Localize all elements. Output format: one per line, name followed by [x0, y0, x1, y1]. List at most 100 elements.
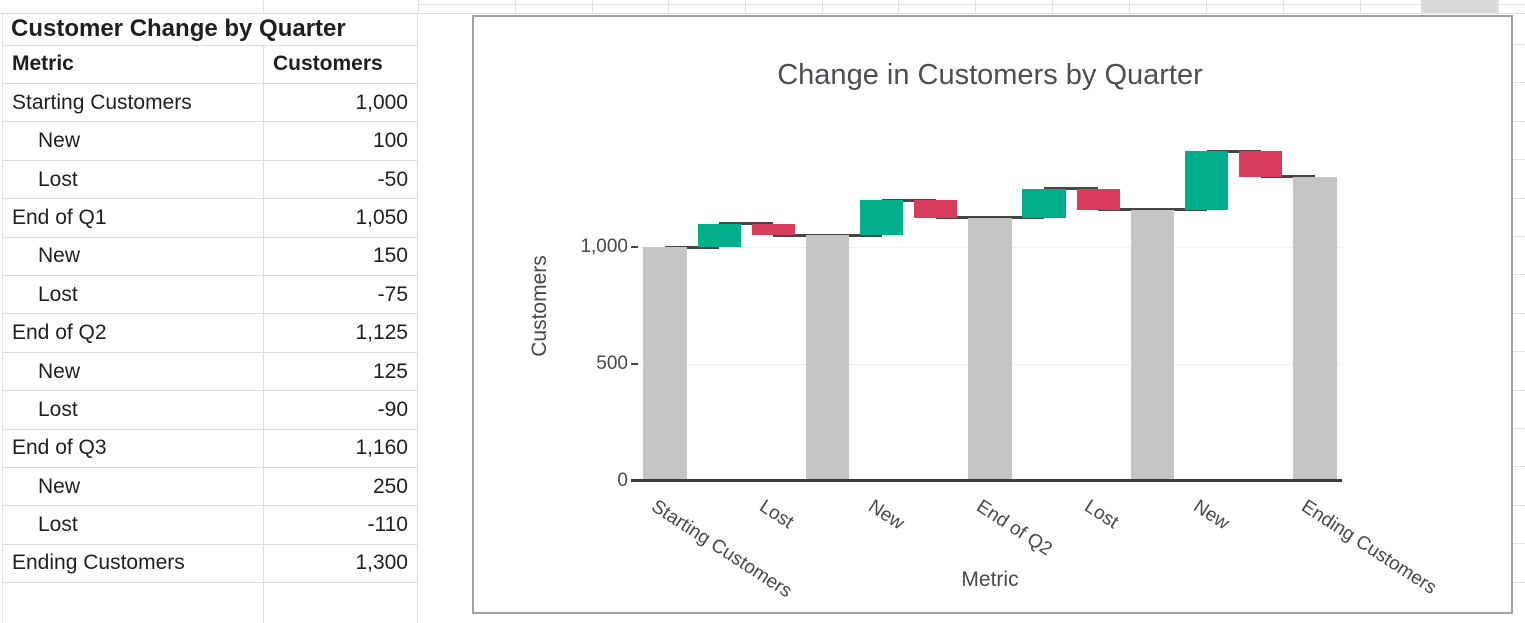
waterfall-connector: [1098, 208, 1153, 212]
column-header-metric[interactable]: Metric: [3, 45, 264, 84]
cell-value[interactable]: 1,050: [355, 205, 408, 229]
data-table: Customer Change by Quarter Metric Custom…: [2, 13, 418, 623]
y-tick-label: 0: [617, 470, 628, 491]
waterfall-bar-decrease[interactable]: [751, 223, 796, 236]
waterfall-bar-total[interactable]: [968, 217, 1012, 481]
cell-value[interactable]: -110: [367, 513, 408, 537]
table-row: Lost -75: [3, 276, 418, 315]
sheet-row-line: [0, 13, 1525, 14]
sheet-column-line: [822, 0, 823, 14]
waterfall-connector: [935, 216, 990, 220]
cell-metric[interactable]: End of Q3: [3, 429, 264, 467]
cell-value[interactable]: -50: [377, 167, 408, 191]
cell-metric[interactable]: Lost: [3, 506, 264, 544]
waterfall-bar-total[interactable]: [1293, 176, 1337, 481]
x-tick-label: End of Q2: [972, 496, 1056, 561]
sheet-row-line: [1513, 274, 1525, 276]
y-tick-mark: [631, 363, 638, 365]
cell-metric[interactable]: Starting Customers: [3, 84, 264, 122]
sheet-column-line: [668, 0, 669, 14]
waterfall-bar-decrease[interactable]: [914, 200, 958, 218]
waterfall-connector: [827, 233, 882, 237]
waterfall-bar-increase[interactable]: [860, 200, 904, 236]
waterfall-connector: [1152, 208, 1207, 212]
table-row: Lost -90: [3, 391, 418, 430]
table-row: End of Q3 1,160: [3, 429, 418, 468]
cell-value[interactable]: 1,300: [355, 551, 408, 575]
empty-row[interactable]: [3, 583, 418, 623]
sheet-column-line: [1206, 0, 1207, 14]
cell-value[interactable]: 1,125: [355, 321, 408, 345]
sheet-row-line: [1513, 351, 1525, 353]
cell-value[interactable]: 100: [372, 129, 408, 153]
sheet-column-line: [898, 0, 899, 14]
sheet-row-line: [1513, 120, 1525, 122]
x-axis-title: Metric: [961, 568, 1019, 591]
sheet-row-line: [418, 3, 1525, 5]
waterfall-bar-decrease[interactable]: [1239, 151, 1283, 177]
sheet-column-line: [975, 0, 976, 14]
cell-value[interactable]: 1,160: [355, 436, 408, 460]
y-tick-label: 1,000: [580, 236, 628, 257]
table-row: New 100: [3, 122, 418, 161]
cell-metric[interactable]: Ending Customers: [3, 544, 264, 583]
table-title: Customer Change by Quarter: [11, 15, 346, 43]
cell-value[interactable]: 1,000: [355, 90, 408, 114]
waterfall-connector: [881, 198, 936, 202]
cell-metric[interactable]: Lost: [3, 160, 264, 199]
sheet-column-line: [1129, 0, 1130, 14]
table-title-row[interactable]: Customer Change by Quarter: [3, 14, 418, 46]
waterfall-connector: [990, 216, 1045, 220]
table-header-row[interactable]: Metric Customers: [3, 45, 418, 85]
table-row: New 150: [3, 237, 418, 277]
chart-title: Change in Customers by Quarter: [777, 59, 1203, 91]
waterfall-bar-increase[interactable]: [1184, 151, 1229, 210]
cell-value[interactable]: -90: [377, 397, 408, 421]
cell-value[interactable]: -75: [377, 282, 408, 306]
empty-cell[interactable]: [3, 583, 264, 623]
cell-metric[interactable]: New: [3, 122, 264, 160]
waterfall-bar-total[interactable]: [1130, 209, 1175, 481]
waterfall-bar-total[interactable]: [643, 247, 687, 481]
cell-metric[interactable]: End of Q1: [3, 199, 264, 237]
cell-value[interactable]: 250: [372, 474, 408, 498]
waterfall-bar-total[interactable]: [805, 235, 850, 481]
sheet-row-line: [1513, 543, 1525, 545]
waterfall-bar-increase[interactable]: [1022, 188, 1066, 218]
cell-value[interactable]: 150: [372, 244, 408, 268]
x-tick-label: Lost: [1080, 496, 1123, 534]
sheet-row-line: [1513, 581, 1525, 583]
table-row: Lost -50: [3, 160, 418, 200]
sheet-row-line: [1513, 44, 1525, 45]
waterfall-connector: [1206, 149, 1261, 153]
table-row: Ending Customers 1,300: [3, 544, 418, 584]
sheet-column-line: [1283, 0, 1284, 14]
cell-metric[interactable]: New: [3, 467, 264, 506]
cell-metric[interactable]: Lost: [3, 276, 264, 314]
column-header-customers[interactable]: Customers: [273, 52, 383, 76]
cell-metric[interactable]: Lost: [3, 391, 264, 429]
cell-metric[interactable]: End of Q2: [3, 314, 264, 352]
waterfall-bar-increase[interactable]: [697, 223, 741, 247]
sheet-column-line: [1360, 0, 1361, 14]
waterfall-bar-decrease[interactable]: [1076, 188, 1120, 210]
x-axis-line: [631, 479, 1342, 482]
y-tick-mark: [631, 246, 638, 248]
table-row: New 250: [3, 467, 418, 507]
sheet-cell-shaded[interactable]: [1421, 0, 1498, 13]
sheet-row-line: [1513, 312, 1525, 314]
waterfall-connector: [1044, 187, 1099, 190]
cell-metric[interactable]: New: [3, 237, 264, 276]
sheet-column-line: [592, 0, 593, 14]
waterfall-connector: [773, 233, 828, 237]
table-body: Starting Customers 1,000 New 100 Lost -50 End …: [3, 84, 418, 584]
waterfall-connector: [719, 222, 774, 226]
table-row: Lost -110: [3, 506, 418, 545]
table-row: Starting Customers 1,000: [3, 84, 418, 123]
sheet-column-line: [418, 0, 419, 14]
y-axis-title: Customers: [524, 130, 556, 481]
cell-value[interactable]: 125: [372, 359, 408, 383]
cell-metric[interactable]: New: [3, 352, 264, 391]
sheet-row-line: [1513, 466, 1525, 468]
